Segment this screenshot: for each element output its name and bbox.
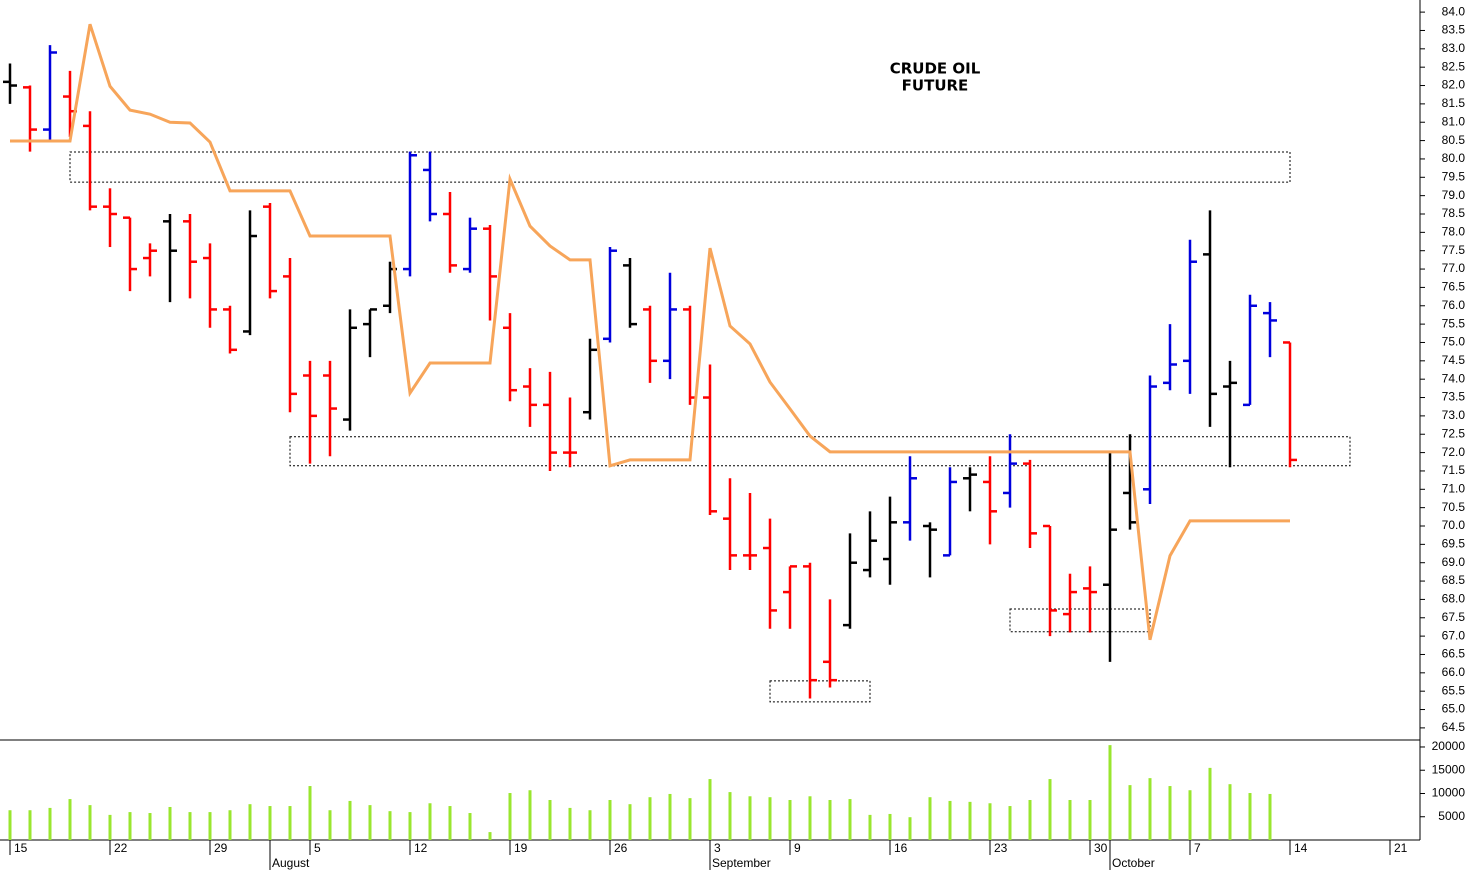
y-tick-label: 73.0 (1442, 408, 1466, 422)
x-tick-label: 21 (1394, 841, 1408, 855)
y-tick-label: 65.0 (1442, 702, 1466, 716)
y-tick-label: 78.0 (1442, 225, 1466, 239)
y-tick-label: 81.0 (1442, 114, 1466, 128)
month-label: October (1112, 856, 1155, 870)
y-tick-label: 80.0 (1442, 151, 1466, 165)
x-tick-label: 26 (614, 841, 628, 855)
y-tick-label: 72.5 (1442, 426, 1466, 440)
y-tick-label: 10000 (1432, 786, 1466, 800)
x-tick-label: 5 (314, 841, 321, 855)
y-tick-label: 5000 (1438, 809, 1465, 823)
y-tick-label: 65.5 (1442, 683, 1466, 697)
x-tick-label: 29 (214, 841, 228, 855)
x-tick-label: 15 (14, 841, 28, 855)
y-tick-label: 72.0 (1442, 445, 1466, 459)
y-tick-label: 15000 (1432, 762, 1466, 776)
x-tick-label: 16 (894, 841, 908, 855)
y-tick-label: 83.5 (1442, 23, 1466, 37)
y-tick-label: 20000 (1432, 739, 1466, 753)
x-tick-label: 7 (1194, 841, 1201, 855)
y-tick-label: 69.5 (1442, 537, 1466, 551)
x-tick-label: 30 (1094, 841, 1108, 855)
y-tick-label: 68.0 (1442, 592, 1466, 606)
y-tick-label: 68.5 (1442, 573, 1466, 587)
y-tick-label: 71.5 (1442, 463, 1466, 477)
price-zone (69, 151, 1291, 183)
x-tick-label: 12 (414, 841, 428, 855)
y-tick-label: 80.5 (1442, 133, 1466, 147)
month-label: August (272, 856, 310, 870)
y-tick-label: 75.5 (1442, 316, 1466, 330)
y-tick-label: 74.0 (1442, 371, 1466, 385)
price-zone (769, 680, 871, 703)
y-tick-label: 84.0 (1442, 4, 1466, 18)
y-tick-label: 66.5 (1442, 647, 1466, 661)
trend-line (10, 23, 1290, 641)
x-tick-label: 3 (714, 841, 721, 855)
y-tick-label: 70.5 (1442, 500, 1466, 514)
y-tick-label: 77.5 (1442, 243, 1466, 257)
x-tick-label: 22 (114, 841, 128, 855)
y-tick-label: 64.5 (1442, 720, 1466, 734)
y-tick-label: 67.5 (1442, 610, 1466, 624)
y-tick-label: 71.0 (1442, 481, 1466, 495)
y-tick-label: 66.0 (1442, 665, 1466, 679)
y-tick-label: 76.5 (1442, 280, 1466, 294)
y-tick-label: 70.0 (1442, 518, 1466, 532)
y-tick-label: 83.0 (1442, 41, 1466, 55)
y-tick-label: 67.0 (1442, 628, 1466, 642)
x-tick-label: 19 (514, 841, 528, 855)
month-label: September (712, 856, 771, 870)
y-tick-label: 81.5 (1442, 96, 1466, 110)
chart-subtitle: FUTURE (902, 77, 969, 95)
price-zone (289, 436, 1351, 467)
x-tick-label: 14 (1294, 841, 1308, 855)
y-tick-label: 79.0 (1442, 188, 1466, 202)
y-tick-label: 78.5 (1442, 206, 1466, 220)
x-tick-label: 9 (794, 841, 801, 855)
y-tick-label: 69.0 (1442, 555, 1466, 569)
y-tick-label: 79.5 (1442, 169, 1466, 183)
y-tick-label: 82.5 (1442, 59, 1466, 73)
y-tick-label: 76.0 (1442, 298, 1466, 312)
y-tick-label: 77.0 (1442, 261, 1466, 275)
y-tick-label: 75.0 (1442, 335, 1466, 349)
price-zone (1009, 608, 1151, 633)
y-tick-label: 73.5 (1442, 390, 1466, 404)
x-tick-label: 23 (994, 841, 1008, 855)
y-tick-label: 74.5 (1442, 353, 1466, 367)
y-tick-label: 82.0 (1442, 78, 1466, 92)
chart-title: CRUDE OIL (890, 60, 981, 78)
